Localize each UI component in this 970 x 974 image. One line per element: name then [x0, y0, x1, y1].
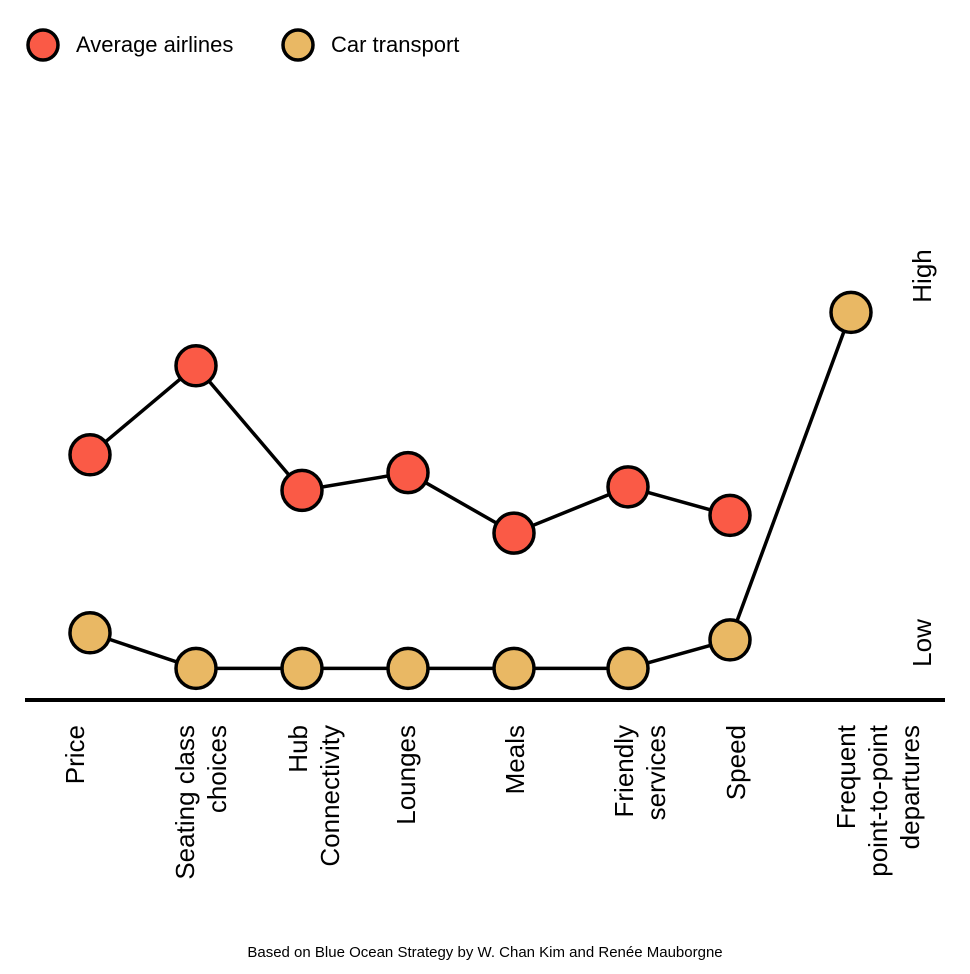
data-point: [174, 646, 218, 691]
data-point: [68, 611, 112, 655]
data-point: [606, 465, 650, 509]
source-note: Based on Blue Ocean Strategy by W. Chan …: [247, 944, 722, 961]
data-point: [174, 344, 218, 388]
data-point: [492, 646, 536, 691]
legend-label: Average airlines: [76, 32, 233, 57]
data-point: [386, 646, 430, 691]
series-line: [88, 363, 731, 536]
high-label: High: [907, 249, 937, 302]
legend-label: Car transport: [331, 32, 459, 57]
data-point: [708, 493, 752, 538]
data-point: [492, 511, 536, 555]
x-tick-label: Meals: [500, 725, 530, 794]
x-tick-label: Friendlyservices: [609, 725, 671, 820]
data-point: [68, 433, 112, 477]
legend-marker: [26, 28, 60, 62]
data-point: [386, 450, 430, 495]
legend-marker: [281, 28, 315, 62]
x-tick-label: Price: [60, 725, 90, 784]
data-point: [280, 646, 324, 691]
x-tick-label: Lounges: [391, 725, 421, 825]
data-point: [829, 290, 873, 335]
x-tick-label: HubConnectivity: [283, 725, 345, 867]
x-tick-label: Frequentpoint-to-pointdepartures: [831, 724, 925, 877]
data-point: [280, 468, 324, 513]
x-tick-label: Speed: [721, 725, 751, 800]
low-label: Low: [907, 619, 937, 667]
x-tick-label: Seating classchoices: [170, 725, 232, 880]
data-point: [708, 618, 752, 662]
data-point: [606, 646, 650, 691]
